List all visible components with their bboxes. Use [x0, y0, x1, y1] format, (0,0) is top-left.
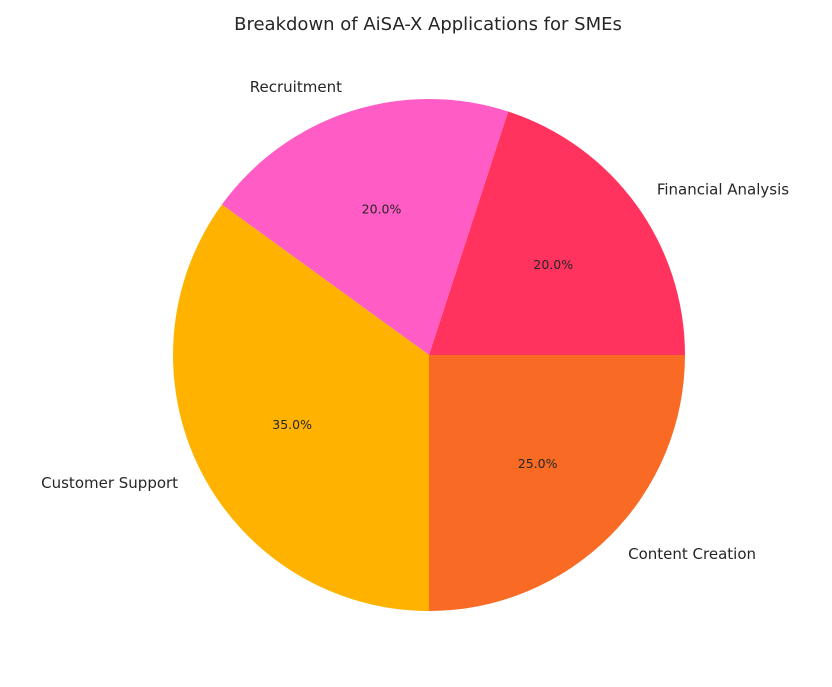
category-label-2: Customer Support	[41, 474, 178, 492]
pie-slice-0	[429, 111, 685, 355]
pie-slice-1	[221, 99, 509, 355]
category-labels: Financial Analysis Recruitment Customer Su…	[41, 78, 789, 563]
pie-slice-2	[172, 204, 429, 611]
pie-slices	[172, 99, 685, 611]
percent-label-2: 35.0%	[272, 417, 312, 432]
percent-label-0: 20.0%	[533, 257, 573, 272]
percent-label-3: 25.0%	[518, 456, 558, 471]
percent-label-1: 20.0%	[362, 201, 402, 216]
category-label-0: Financial Analysis	[657, 180, 789, 198]
category-label-3: Content Creation	[628, 545, 756, 563]
category-label-1: Recruitment	[250, 78, 342, 96]
pie-slice-3	[429, 355, 685, 611]
percent-labels: 20.0% 20.0% 35.0% 25.0%	[272, 201, 573, 471]
chart-title: Breakdown of AiSA-X Applications for SME…	[234, 14, 622, 35]
